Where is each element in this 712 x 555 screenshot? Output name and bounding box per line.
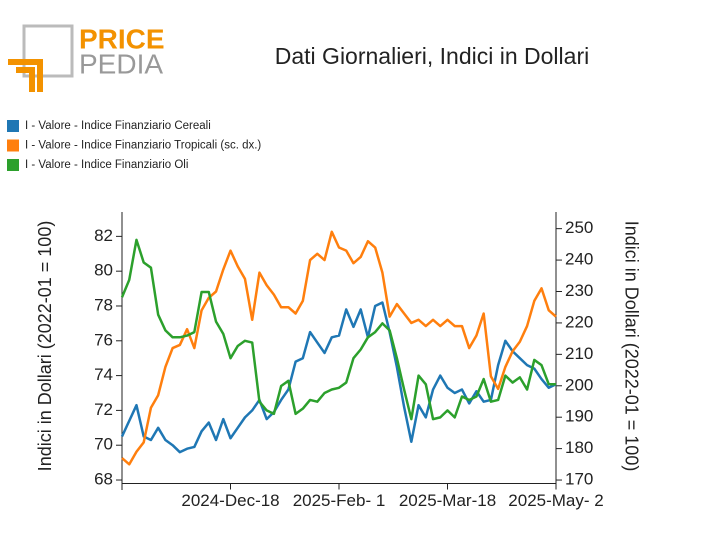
series-line bbox=[120, 301, 557, 454]
y2-tick-label: 250 bbox=[565, 218, 593, 237]
logo-mark bbox=[8, 59, 43, 92]
legend-label: I - Valore - Indice Finanziario Oli bbox=[25, 159, 188, 171]
x-tick-label: 2025-Mar-18 bbox=[399, 491, 496, 510]
y-tick-label: 68 bbox=[94, 470, 113, 489]
y-tick-label: 70 bbox=[94, 435, 113, 454]
logo: PRICE PEDIA bbox=[8, 23, 165, 92]
y-tick-label: 76 bbox=[94, 330, 113, 349]
legend-label: I - Valore - Indice Finanziario Tropical… bbox=[25, 140, 261, 152]
y2-axis-label: Indici in Dollari (2022-01 = 100) bbox=[621, 221, 641, 472]
series-line bbox=[121, 230, 557, 466]
series-line bbox=[120, 238, 556, 421]
y2-tick-label: 170 bbox=[565, 470, 593, 489]
x-tick-label: 2025-Feb- 1 bbox=[293, 491, 386, 510]
legend-label: I - Valore - Indice Finanziario Cereali bbox=[25, 120, 211, 132]
y-tick-label: 72 bbox=[94, 400, 113, 419]
legend-swatch bbox=[7, 120, 19, 132]
y2-tick-label: 190 bbox=[565, 407, 593, 426]
y2-tick-label: 220 bbox=[565, 312, 593, 331]
chart-title: Dati Giornalieri, Indici in Dollari bbox=[275, 43, 589, 69]
y2-tick-label: 200 bbox=[565, 375, 593, 394]
y-axis-label: Indici in Dollari (2022-01 = 100) bbox=[35, 221, 55, 472]
logo-frame bbox=[22, 24, 74, 78]
legend-swatch bbox=[7, 139, 19, 152]
y2-tick-label: 240 bbox=[565, 250, 593, 269]
y-tick-label: 78 bbox=[94, 295, 113, 314]
y-tick-label: 74 bbox=[94, 365, 113, 384]
x-tick-label: 2025-May- 2 bbox=[508, 491, 603, 510]
y2-tick-label: 180 bbox=[565, 438, 593, 457]
y2-tick-label: 210 bbox=[565, 344, 593, 363]
legend-swatch bbox=[7, 159, 19, 171]
logo-top: PRICE bbox=[79, 23, 165, 54]
logo-bottom: PEDIA bbox=[79, 48, 163, 79]
x-tick-label: 2024-Dec-18 bbox=[181, 491, 279, 510]
y-tick-label: 80 bbox=[94, 261, 113, 280]
y2-tick-label: 230 bbox=[565, 281, 593, 300]
y-tick-label: 82 bbox=[94, 226, 113, 245]
